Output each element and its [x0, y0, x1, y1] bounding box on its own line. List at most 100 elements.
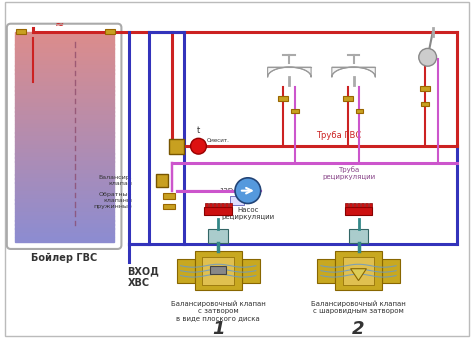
- Bar: [205, 202, 208, 208]
- Bar: [15, 203, 113, 208]
- Bar: [225, 202, 228, 208]
- Bar: [15, 31, 113, 36]
- Bar: [163, 203, 175, 209]
- Bar: [209, 229, 228, 243]
- Bar: [15, 69, 113, 74]
- Bar: [16, 29, 26, 34]
- Bar: [15, 74, 113, 78]
- Text: Труба
рециркуляции: Труба рециркуляции: [322, 166, 375, 180]
- Bar: [242, 259, 260, 282]
- Bar: [279, 96, 288, 101]
- Text: ≈: ≈: [55, 19, 64, 30]
- Bar: [220, 202, 224, 208]
- Bar: [228, 202, 232, 208]
- Bar: [15, 82, 113, 87]
- Bar: [369, 202, 372, 208]
- Bar: [15, 149, 113, 154]
- Text: Обратные
клапаны
пружинные: Обратные клапаны пружинные: [93, 192, 132, 209]
- Bar: [15, 128, 113, 133]
- Text: Бойлер ГВС: Бойлер ГВС: [31, 253, 97, 263]
- Bar: [15, 237, 113, 241]
- Bar: [420, 87, 429, 91]
- Bar: [15, 220, 113, 225]
- Bar: [15, 199, 113, 204]
- Bar: [15, 208, 113, 212]
- Bar: [204, 208, 232, 215]
- Text: Балансировочный клапан
с затвором
в виде плоского диска: Балансировочный клапан с затвором в виде…: [171, 300, 265, 321]
- Bar: [194, 251, 242, 290]
- Text: Балансир.
клапан: Балансир. клапан: [99, 175, 132, 186]
- Polygon shape: [268, 67, 311, 77]
- Bar: [343, 257, 374, 285]
- Text: Труба ГВС: Труба ГВС: [316, 131, 361, 140]
- Bar: [15, 132, 113, 137]
- Bar: [15, 233, 113, 237]
- Circle shape: [235, 178, 261, 203]
- Bar: [15, 178, 113, 183]
- Bar: [349, 229, 368, 243]
- Bar: [15, 65, 113, 70]
- Bar: [15, 36, 113, 40]
- Polygon shape: [351, 269, 366, 280]
- Bar: [15, 48, 113, 53]
- Bar: [15, 107, 113, 112]
- Bar: [15, 216, 113, 221]
- Bar: [15, 212, 113, 216]
- Bar: [421, 102, 428, 106]
- Bar: [15, 157, 113, 162]
- Text: Насос
рециркуляции: Насос рециркуляции: [221, 208, 274, 221]
- Bar: [15, 136, 113, 141]
- Bar: [15, 86, 113, 91]
- Bar: [292, 109, 299, 113]
- Bar: [15, 120, 113, 124]
- Bar: [357, 202, 360, 208]
- Bar: [361, 202, 364, 208]
- Text: 2: 2: [352, 320, 365, 338]
- Text: Смесит.
клапан: Смесит. клапан: [206, 138, 229, 149]
- Bar: [217, 202, 220, 208]
- Bar: [230, 196, 244, 206]
- Text: ВХОД
ХВС: ВХОД ХВС: [128, 267, 159, 288]
- Bar: [15, 78, 113, 82]
- Bar: [15, 141, 113, 145]
- Bar: [210, 266, 226, 274]
- Bar: [15, 153, 113, 158]
- Bar: [163, 193, 175, 199]
- Text: t: t: [197, 126, 200, 135]
- Circle shape: [191, 138, 206, 154]
- Bar: [15, 53, 113, 57]
- Text: 12D: 12D: [219, 188, 233, 194]
- Bar: [15, 161, 113, 166]
- Bar: [345, 208, 373, 215]
- Bar: [15, 103, 113, 107]
- Bar: [15, 170, 113, 174]
- Bar: [15, 98, 113, 103]
- Bar: [202, 257, 234, 285]
- Bar: [349, 202, 352, 208]
- Bar: [15, 174, 113, 179]
- Bar: [353, 202, 356, 208]
- Bar: [15, 40, 113, 45]
- Bar: [15, 90, 113, 95]
- Bar: [356, 109, 364, 113]
- Bar: [365, 202, 368, 208]
- Circle shape: [419, 49, 437, 66]
- Bar: [345, 202, 348, 208]
- Bar: [213, 202, 216, 208]
- Text: 1: 1: [212, 320, 225, 338]
- Bar: [343, 96, 353, 101]
- Bar: [15, 57, 113, 62]
- Bar: [382, 259, 400, 282]
- Text: Балансировочный клапан
с шаровидным затвором: Балансировочный клапан с шаровидным затв…: [311, 300, 406, 314]
- Bar: [15, 187, 113, 191]
- Bar: [15, 195, 113, 200]
- Polygon shape: [332, 67, 375, 77]
- Bar: [105, 29, 115, 34]
- Bar: [177, 259, 194, 282]
- Bar: [317, 259, 335, 282]
- Bar: [15, 124, 113, 129]
- Bar: [15, 94, 113, 99]
- Bar: [15, 166, 113, 170]
- Bar: [15, 224, 113, 229]
- Bar: [15, 145, 113, 149]
